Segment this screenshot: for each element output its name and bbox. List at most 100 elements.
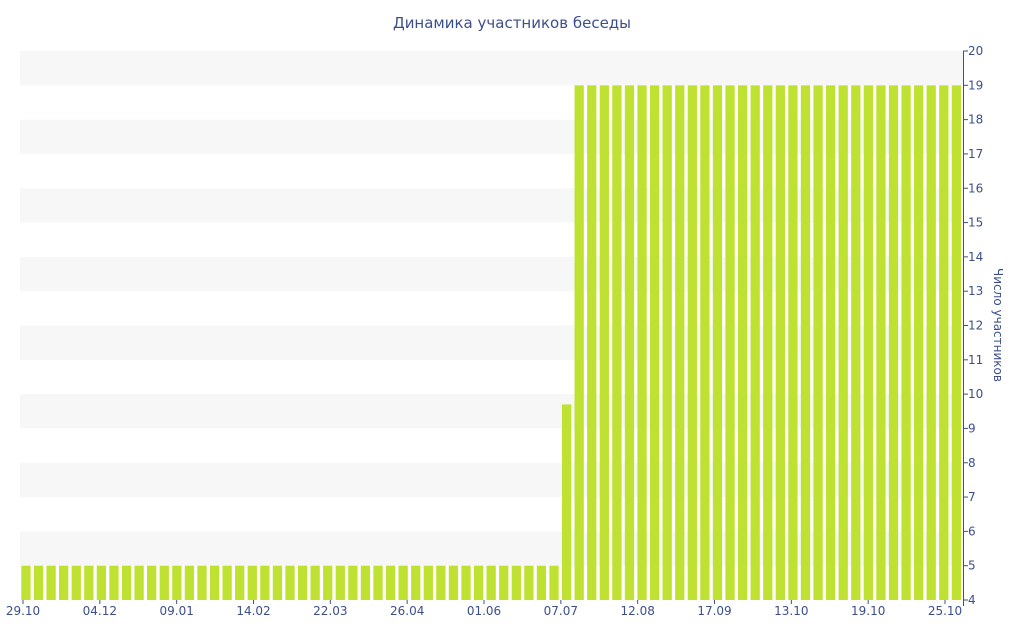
- x-tick-label: 22.03: [313, 604, 347, 618]
- x-tick-label: 01.06: [467, 604, 501, 618]
- chart-title: Динамика участников беседы: [393, 14, 631, 32]
- x-tick-label: 19.10: [851, 604, 885, 618]
- bar: [121, 565, 132, 600]
- y-tick-label: 6: [968, 524, 976, 538]
- bar: [624, 85, 635, 600]
- bar: [612, 85, 622, 600]
- x-tick-label: 25.10: [928, 604, 962, 618]
- bar: [448, 565, 459, 600]
- bar: [398, 565, 408, 600]
- bar: [599, 85, 609, 600]
- y-tick-label: 4: [968, 593, 976, 607]
- bar: [838, 85, 848, 600]
- bar: [649, 85, 660, 600]
- y-tick-label: 20: [968, 44, 983, 58]
- bar: [411, 565, 421, 600]
- x-tick-label: 07.07: [544, 604, 578, 618]
- x-ticks: 29.10 04.12 09.01 14.02 22.03 26.04 01.06 07.07…: [6, 600, 962, 618]
- bar: [574, 85, 584, 600]
- bar: [222, 565, 232, 600]
- bar: [750, 85, 760, 600]
- bar: [888, 85, 899, 600]
- bars: [21, 85, 962, 600]
- bar: [926, 85, 936, 600]
- bar: [147, 565, 157, 600]
- bar: [235, 565, 245, 600]
- bar: [712, 85, 723, 600]
- bar: [436, 565, 446, 600]
- y-tick-label: 11: [968, 353, 983, 367]
- x-tick-label: 04.12: [83, 604, 117, 618]
- y-tick-label: 7: [968, 490, 976, 504]
- bar: [461, 565, 471, 600]
- bar: [373, 565, 383, 600]
- bar: [96, 565, 107, 600]
- bar: [637, 85, 647, 600]
- bar: [662, 85, 672, 600]
- bar: [297, 565, 308, 600]
- bar: [184, 565, 195, 600]
- bar: [348, 565, 358, 600]
- bar: [285, 565, 295, 600]
- bar: [901, 85, 911, 600]
- bar: [159, 565, 169, 600]
- bar: [876, 85, 886, 600]
- bar: [675, 85, 685, 600]
- x-tick-label: 26.04: [390, 604, 424, 618]
- bar: [788, 85, 798, 600]
- x-tick-label: 09.01: [159, 604, 193, 618]
- bar: [46, 565, 56, 600]
- bar: [209, 565, 220, 600]
- bar: [939, 85, 949, 600]
- bar: [247, 565, 257, 600]
- bar: [109, 565, 119, 600]
- y-tick-label: 8: [968, 456, 976, 470]
- bar: [536, 565, 547, 600]
- bar: [260, 565, 270, 600]
- bar: [524, 565, 534, 600]
- x-tick-label: 12.08: [620, 604, 654, 618]
- bar: [813, 85, 823, 600]
- bar: [323, 565, 333, 600]
- bar: [486, 565, 496, 600]
- bar: [763, 85, 773, 600]
- y-tick-label: 19: [968, 78, 983, 92]
- bar: [84, 565, 94, 600]
- y-tick-label: 16: [968, 181, 983, 195]
- x-tick-label: 14.02: [236, 604, 270, 618]
- bar: [825, 85, 836, 600]
- bar: [335, 565, 345, 600]
- bar: [172, 565, 182, 600]
- bar: [272, 565, 283, 600]
- bar: [310, 565, 320, 600]
- bar: [511, 565, 521, 600]
- bar: [197, 565, 207, 600]
- bar: [71, 565, 81, 600]
- bar: [561, 404, 572, 600]
- bar: [360, 565, 371, 600]
- bar: [725, 85, 735, 600]
- x-tick-label: 13.10: [774, 604, 808, 618]
- bar: [737, 85, 748, 600]
- bar: [914, 85, 924, 600]
- grid-band: [20, 51, 963, 86]
- y-tick-label: 18: [968, 113, 983, 127]
- bar: [863, 85, 874, 600]
- bar: [134, 565, 144, 600]
- y-ticks: 4 5 6 7 8 9 10 11 12 13 14 15 16 17 18 19 20: [963, 44, 983, 607]
- y-axis-title: Число участников: [991, 268, 1005, 382]
- bar: [473, 565, 484, 600]
- bar: [951, 85, 962, 600]
- bar: [21, 565, 31, 600]
- x-tick-label: 17.09: [697, 604, 731, 618]
- y-tick-label: 15: [968, 216, 983, 230]
- bar: [33, 565, 44, 600]
- bar: [775, 85, 785, 600]
- y-tick-label: 17: [968, 147, 983, 161]
- bar: [385, 565, 396, 600]
- bar: [59, 565, 69, 600]
- y-tick-label: 10: [968, 387, 983, 401]
- y-tick-label: 9: [968, 421, 976, 435]
- bar: [687, 85, 697, 600]
